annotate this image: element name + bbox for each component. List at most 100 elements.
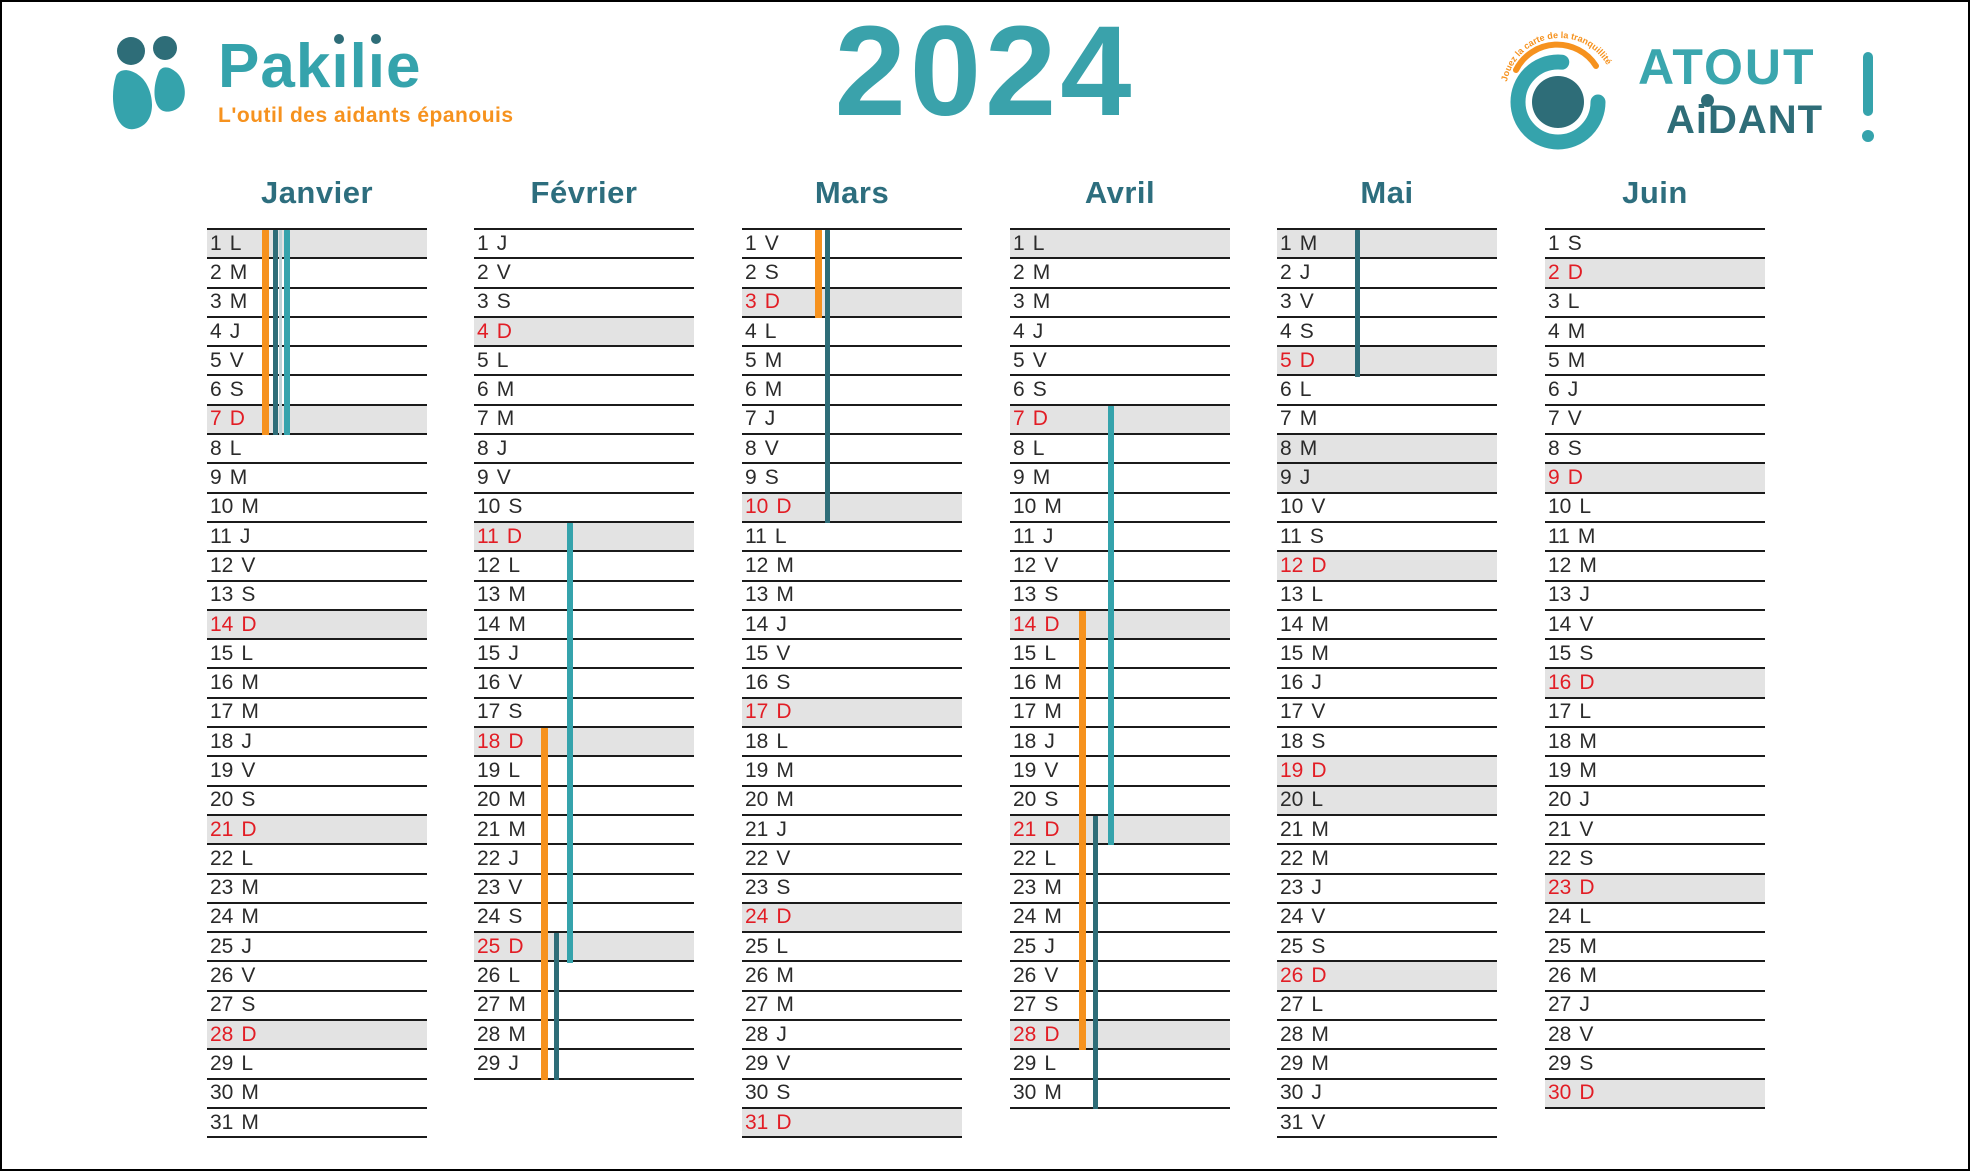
day-row: 25 L xyxy=(742,933,962,963)
day-letter: M xyxy=(241,671,259,695)
day-number: 30 xyxy=(745,1081,769,1105)
day-letter: S xyxy=(508,700,523,724)
day-number: 12 xyxy=(1280,553,1304,577)
day-number: 14 xyxy=(210,612,234,636)
day-number: 9 xyxy=(210,466,222,490)
day-row: 27 J xyxy=(1545,992,1765,1022)
day-number: 5 xyxy=(1280,348,1292,372)
day-row: 12 V xyxy=(207,552,427,582)
day-letter: M xyxy=(764,348,783,372)
day-number: 12 xyxy=(1013,553,1037,577)
day-number: 23 xyxy=(745,876,769,900)
day-row: 16 S xyxy=(742,669,962,699)
day-number: 11 xyxy=(745,524,767,548)
day-number: 10 xyxy=(210,495,234,519)
day-row: 17 V xyxy=(1277,699,1497,729)
day-number: 17 xyxy=(1280,700,1304,724)
day-letter: L xyxy=(1044,1051,1057,1075)
day-number: 13 xyxy=(1013,583,1037,607)
atout-aidant-circle-icon: Jouez la carte de la tranquillité xyxy=(1499,30,1614,150)
day-number: 4 xyxy=(745,319,757,343)
day-row: 29 L xyxy=(1010,1050,1230,1080)
day-row: 11 D xyxy=(474,522,694,553)
day-row: 19 V xyxy=(207,757,427,787)
day-row: 26 V xyxy=(207,962,427,992)
day-number: 27 xyxy=(1280,993,1304,1017)
day-letter: L xyxy=(764,319,777,343)
day-number: 16 xyxy=(210,671,234,695)
day-number: 8 xyxy=(1548,436,1560,460)
day-number: 27 xyxy=(477,993,501,1017)
day-number: 28 xyxy=(745,1022,769,1046)
day-number: 12 xyxy=(210,553,234,577)
day-row: 21 M xyxy=(474,816,694,846)
day-letter: M xyxy=(776,964,794,988)
day-number: 17 xyxy=(1013,700,1037,724)
day-row: 14 V xyxy=(1545,611,1765,641)
day-number: 8 xyxy=(1013,436,1025,460)
day-number: 22 xyxy=(745,846,769,870)
day-number: 22 xyxy=(1548,846,1572,870)
day-number: 21 xyxy=(1013,817,1037,841)
day-row: 24 M xyxy=(1010,904,1230,934)
day-letter: L xyxy=(508,758,521,782)
day-letter: L xyxy=(1044,846,1057,870)
day-row: 31 M xyxy=(207,1109,427,1139)
day-row: 22 V xyxy=(742,845,962,875)
day-letter: L xyxy=(1311,583,1324,607)
day-number: 10 xyxy=(745,495,769,519)
day-row: 25 D xyxy=(474,933,694,963)
day-row: 28 J xyxy=(742,1021,962,1051)
day-number: 7 xyxy=(1548,407,1560,431)
day-letter: V xyxy=(496,466,511,490)
day-letter: S xyxy=(764,260,779,284)
day-letter: M xyxy=(1044,671,1062,695)
day-number: 18 xyxy=(1013,729,1037,753)
day-letter: D xyxy=(1044,612,1060,636)
day-number: 11 xyxy=(1548,524,1570,548)
day-letter: V xyxy=(776,846,791,870)
day-number: 18 xyxy=(1280,729,1304,753)
day-letter: J xyxy=(229,319,241,343)
month-day-grid: 1 V 2 S 3 D 4 L 5 M 6 M 7 J 8 V 9 S 10 D 11 L 12 M 13 M 14 J 15 V 16 S 1… xyxy=(742,228,962,1139)
day-letter: M xyxy=(1299,231,1318,255)
day-number: 22 xyxy=(477,846,501,870)
day-number: 12 xyxy=(745,553,769,577)
day-letter: D xyxy=(1044,1022,1060,1046)
day-row: 16 J xyxy=(1277,669,1497,699)
day-row: 25 M xyxy=(1545,933,1765,963)
day-number: 16 xyxy=(477,671,501,695)
day-row: 30 J xyxy=(1277,1080,1497,1109)
day-letter: V xyxy=(1032,348,1047,372)
day-number: 21 xyxy=(1548,817,1572,841)
day-number: 4 xyxy=(1280,319,1292,343)
day-letter: S xyxy=(1032,378,1047,402)
day-number: 28 xyxy=(1548,1022,1572,1046)
day-letter: V xyxy=(1567,407,1582,431)
day-number: 21 xyxy=(1280,817,1304,841)
day-row: 19 V xyxy=(1010,757,1230,787)
day-letter: M xyxy=(1032,290,1051,314)
day-row: 26 V xyxy=(1010,962,1230,992)
day-number: 19 xyxy=(1280,758,1304,782)
day-row: 15 S xyxy=(1545,640,1765,670)
day-letter: M xyxy=(776,993,794,1017)
day-letter: J xyxy=(1042,524,1054,548)
day-letter: M xyxy=(1044,700,1062,724)
day-letter: M xyxy=(241,876,259,900)
day-letter: M xyxy=(508,993,526,1017)
day-letter: L xyxy=(776,729,789,753)
day-number: 2 xyxy=(745,260,757,284)
